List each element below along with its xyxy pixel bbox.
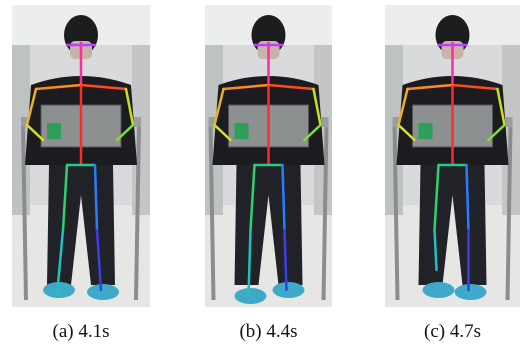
wall-left <box>12 45 30 215</box>
photo <box>205 5 332 307</box>
shoe-right <box>273 282 305 298</box>
shoe-right <box>87 284 119 300</box>
floor <box>12 205 150 307</box>
photo-panel <box>205 5 332 307</box>
panel-caption: (c) 4.7s <box>424 321 481 342</box>
device-green <box>47 123 61 139</box>
device-green <box>419 123 433 139</box>
figure: (a) 4.1s (b) 4.4s (c) 4.7s <box>0 0 527 353</box>
panel-caption: (a) 4.1s <box>53 321 110 342</box>
shoe-left <box>235 288 267 304</box>
panel-caption: (b) 4.4s <box>239 321 297 342</box>
photo <box>385 5 520 307</box>
photo-panel <box>12 5 150 307</box>
shoe-right <box>455 284 487 300</box>
device-green <box>235 123 249 139</box>
wall-right <box>132 45 150 215</box>
photo <box>12 5 150 307</box>
shoe-left <box>423 282 455 298</box>
photo-panel <box>385 5 520 307</box>
page: (a) 4.1s(b) 4.4s(c) 4.7s (() => { const … <box>0 0 527 353</box>
floor <box>205 205 332 307</box>
